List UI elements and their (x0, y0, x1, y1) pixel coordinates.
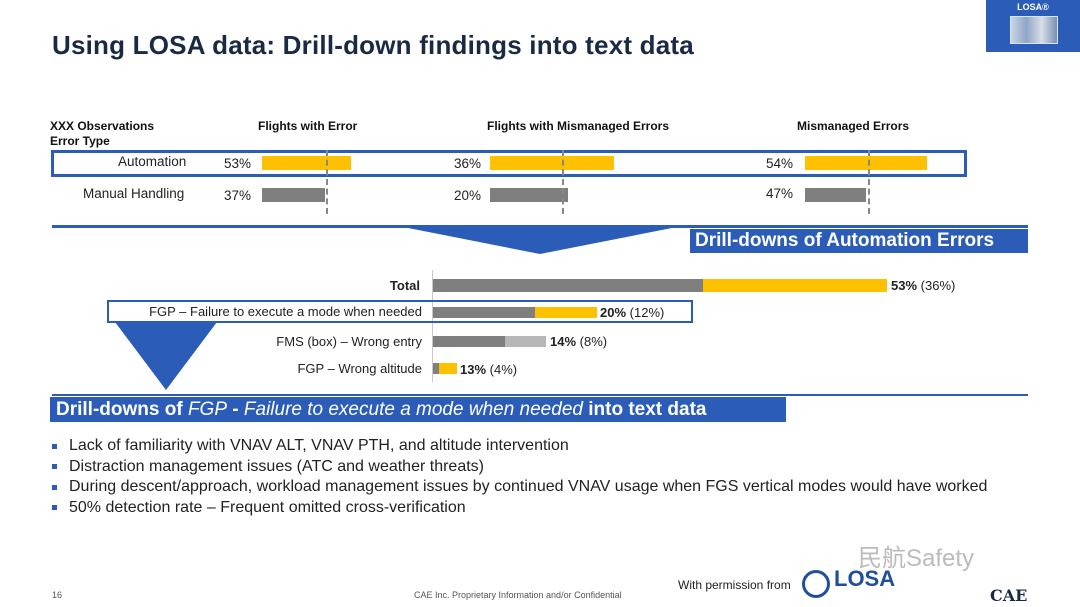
total-bar-yellow (703, 279, 887, 292)
header-mismanaged-errors: Mismanaged Errors (797, 119, 910, 133)
drilldown-value-fms: 14% (8%) (550, 334, 608, 349)
badge-photo (1010, 16, 1058, 44)
header-observations: XXX Observations (50, 119, 155, 133)
funnel-arrow-1 (398, 226, 682, 254)
automation-mismanaged-errors: 54% (766, 156, 794, 171)
automation-bar-2 (490, 156, 614, 170)
drilldown-value-fgp-altitude: 13% (4%) (460, 362, 518, 377)
automation-bar-1 (262, 156, 351, 170)
list-item: 50% detection rate – Frequent omitted cr… (52, 498, 987, 519)
altitude-bar-gray (433, 363, 439, 374)
list-item: Lack of familiarity with VNAV ALT, VNAV … (52, 436, 987, 457)
fms-bar-lightgray (505, 336, 546, 347)
confidential-notice: CAE Inc. Proprietary Information and/or … (414, 590, 622, 600)
reference-marker-1 (326, 150, 328, 214)
bullet-square-icon (52, 484, 57, 490)
altitude-bar-yellow (439, 363, 457, 374)
manual-mismanaged-errors: 47% (766, 186, 794, 201)
fgp-highlight-box (107, 300, 693, 323)
losa-logo: LOSA (834, 566, 896, 591)
list-item: During descent/approach, workload manage… (52, 477, 987, 498)
fgp-mode-bar-gray (433, 307, 535, 318)
findings-list: Lack of familiarity with VNAV ALT, VNAV … (52, 436, 987, 518)
automation-highlight-box (51, 150, 967, 177)
badge-label: LOSA® (1017, 2, 1049, 12)
manual-bar-1 (262, 188, 325, 202)
losa-badge: LOSA® (986, 0, 1080, 52)
automation-flights-with-error: 53% (224, 156, 252, 171)
automation-bar-3 (805, 156, 927, 170)
banner-automation-drilldowns: Drill-downs of Automation Errors (690, 229, 1028, 253)
drilldown-axis (432, 270, 433, 382)
automation-flights-mismanaged: 36% (454, 156, 482, 171)
manual-flights-with-error: 37% (224, 188, 252, 203)
bullet-square-icon (52, 505, 57, 511)
funnel-arrow-2 (115, 322, 217, 390)
drilldown-value-fgp-mode: 20% (12%) (600, 305, 665, 320)
reference-marker-2 (562, 150, 564, 214)
bullet-square-icon (52, 443, 57, 449)
page-number: 16 (52, 590, 63, 600)
fms-bar-gray (433, 336, 505, 347)
losa-logo-icon (802, 570, 830, 598)
header-error-type: Error Type (50, 134, 110, 148)
drilldown-value-total: 53% (36%) (891, 278, 956, 293)
slide-title: Using LOSA data: Drill-down findings int… (52, 30, 694, 60)
reference-marker-3 (868, 150, 870, 214)
drilldown-label-fgp-altitude: FGP – Wrong altitude (297, 361, 422, 376)
manual-bar-3 (805, 188, 866, 202)
manual-flights-mismanaged: 20% (454, 188, 482, 203)
drilldown-label-total: Total (389, 278, 420, 293)
list-item: Distraction management issues (ATC and w… (52, 457, 987, 478)
permission-text: With permission from (678, 578, 791, 592)
bullet-square-icon (52, 464, 57, 470)
row-automation-label: Automation (118, 154, 187, 169)
header-flights-with-error: Flights with Error (258, 119, 358, 133)
section-divider-2 (52, 394, 1028, 396)
header-flights-mismanaged: Flights with Mismanaged Errors (487, 119, 670, 133)
manual-bar-2 (490, 188, 568, 202)
total-bar-gray (433, 279, 703, 292)
drilldown-label-fgp-mode: FGP – Failure to execute a mode when nee… (149, 304, 422, 319)
cae-logo: CAE (990, 586, 1028, 605)
drilldown-label-fms: FMS (box) – Wrong entry (276, 334, 422, 349)
row-manual-handling-label: Manual Handling (83, 186, 185, 201)
banner-fgp-drilldowns: Drill-downs of FGP - Failure to execute … (50, 397, 786, 422)
watermark: 民航Safety (858, 545, 975, 572)
fgp-mode-bar-yellow (535, 307, 597, 318)
